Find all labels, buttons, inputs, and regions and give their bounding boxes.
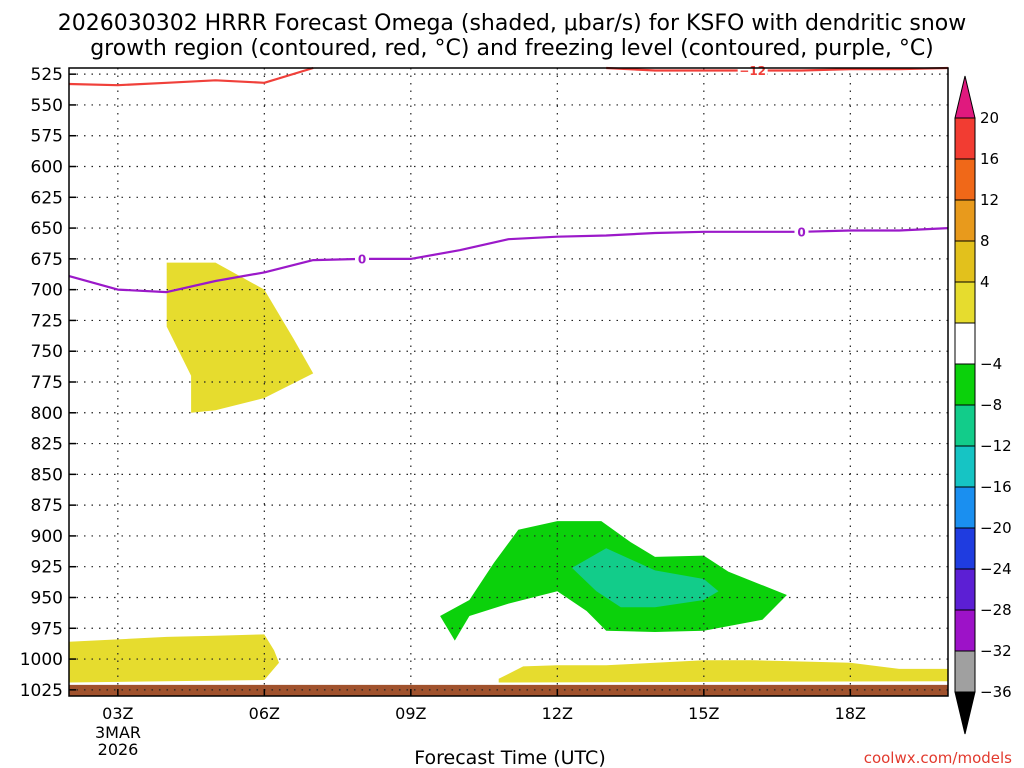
x-tick-label: 03Z [102,704,133,723]
contour-line-1 [606,66,949,72]
x-tick-label: 06Z [249,704,280,723]
contour-label: −12 [739,64,766,78]
colorbar-bin [954,527,976,570]
colorbar-bin [954,486,976,529]
contour-line-0 [68,66,314,87]
date-label-year: 2026 [98,740,139,759]
y-tick-label: 975 [31,619,63,639]
colorbar-label: 20 [980,109,999,127]
colorbar-label: 8 [980,232,990,250]
colorbar-label: 4 [980,273,990,291]
colorbar-label: −32 [980,642,1012,660]
y-tick-label: 525 [31,65,63,85]
colorbar-label: 12 [980,191,999,209]
colorbar-bin [954,445,976,488]
colorbar-label: −4 [980,355,1002,373]
y-tick-label: 625 [31,188,63,208]
shaded-region-omega-positive-upper [166,262,314,413]
colorbar-bin [954,568,976,611]
date-label-day: 3MAR [95,723,141,742]
credit-text: coolwx.com/models [864,749,1012,767]
colorbar-cap-bottom [954,691,976,735]
colorbar-bin [954,199,976,242]
colorbar-label: −28 [980,601,1012,619]
colorbar-label: −36 [980,683,1012,701]
contour-label-background [737,63,768,77]
y-tick-label: 850 [31,465,63,485]
colorbar-label: −20 [980,519,1012,537]
shaded-region-omega-positive-lower-left [69,634,279,683]
y-tick-label: 875 [31,496,63,516]
colorbar: 20 16 12 8 4 −4 −8 −12 −16 −20 −24 −28 −32 −36 [954,75,1012,735]
x-tick-label: 12Z [542,704,573,723]
colorbar-bin [954,650,976,693]
contours [68,66,949,294]
x-tick-label: 15Z [688,704,719,723]
x-axis-label: Forecast Time (UTC) [414,747,605,768]
y-tick-label: 900 [31,527,63,547]
colorbar-bin [954,240,976,283]
y-tick-label: 925 [31,558,63,578]
y-tick-label: 700 [31,281,63,301]
y-tick-label: 675 [31,250,63,270]
colorbar-bin [954,363,976,406]
colorbar-label: −12 [980,437,1012,455]
colorbar-bin [954,404,976,447]
colorbar-bin [954,322,976,365]
y-tick-label: 725 [31,311,63,331]
chart-title-line-2: growth region (contoured, red, °C) and f… [90,36,934,61]
y-tick-label: 1000 [20,650,63,670]
contour-label: 0 [358,252,366,266]
x-axis: 03Z 06Z 09Z 12Z 15Z 18Z [102,689,866,723]
colorbar-bin [954,158,976,201]
y-tick-label: 575 [31,127,63,147]
chart-title-line-1: 2026030302 HRRR Forecast Omega (shaded, … [58,11,967,36]
shaded-region-omega-positive-lower-right [498,660,948,683]
colorbar-bin [954,609,976,652]
y-tick-label: 800 [31,404,63,424]
y-tick-label: 1025 [20,681,63,701]
omega-shading [69,262,948,696]
contour-label: 0 [797,225,805,239]
y-tick-label: 750 [31,342,63,362]
colorbar-label: −24 [980,560,1012,578]
y-tick-label: 825 [31,435,63,455]
shaded-region-omega-negative-inner [572,548,719,608]
y-tick-label: 550 [31,96,63,116]
y-tick-label: 600 [31,158,63,178]
y-axis: 525 550 575 600 625 650 675 700 725 750 775 800 825 8… [20,65,76,701]
colorbar-label: −16 [980,478,1012,496]
y-tick-label: 950 [31,588,63,608]
colorbar-bin [954,281,976,324]
y-tick-label: 775 [31,373,63,393]
x-tick-label: 18Z [835,704,866,723]
x-tick-label: 09Z [395,704,426,723]
colorbar-label: 16 [980,150,999,168]
contour-label-background [794,224,809,238]
colorbar-cap-top [954,75,976,119]
shaded-region-surface [69,684,948,696]
colorbar-bin [954,117,976,160]
colorbar-label: −8 [980,396,1002,414]
y-tick-label: 650 [31,219,63,239]
contour-label-background [355,251,369,265]
